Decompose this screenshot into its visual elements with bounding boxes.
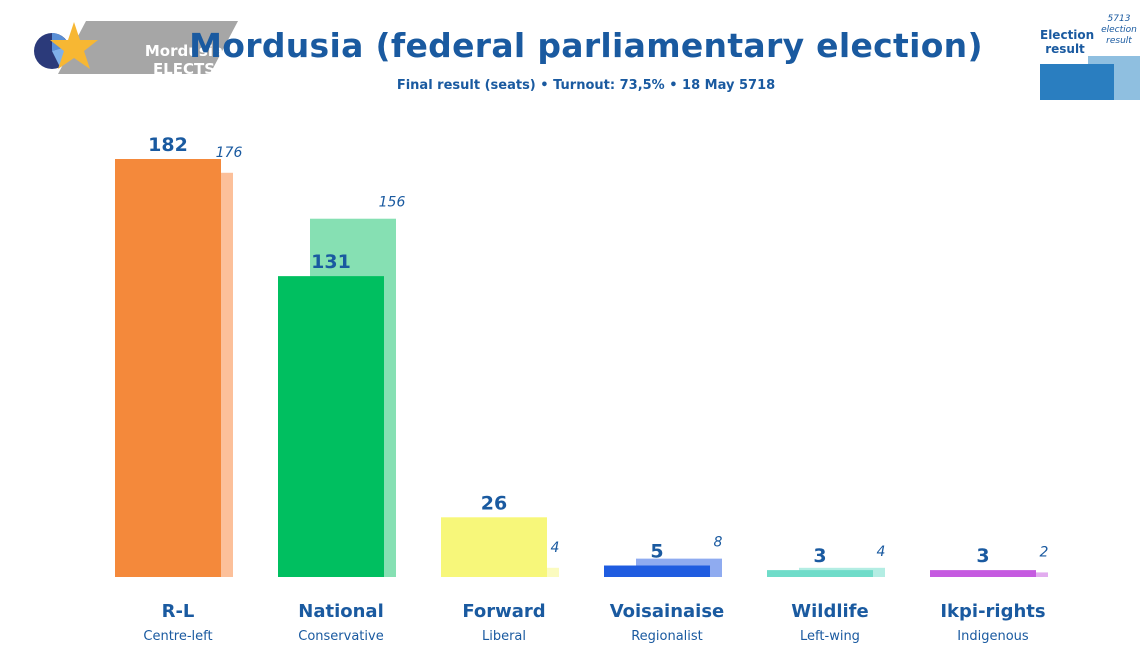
logo-graphic — [34, 21, 238, 74]
value-label-current-2: 26 — [481, 492, 507, 514]
value-label-current-1: 131 — [311, 251, 351, 273]
category-description-1: Conservative — [298, 629, 383, 644]
mordusia-elects-logo: Mordusia ELECTS — [28, 18, 242, 78]
legend-swatch-current — [1040, 64, 1114, 100]
bar-current-3 — [604, 565, 710, 577]
category-description-3: Regionalist — [631, 629, 703, 644]
value-label-current-0: 182 — [148, 134, 188, 156]
value-label-previous-2: 4 — [551, 540, 560, 556]
chart-title: Mordusia (federal parliamentary election… — [189, 26, 983, 65]
bar-current-0 — [115, 159, 221, 577]
category-description-5: Indigenous — [957, 629, 1029, 644]
value-label-previous-0: 176 — [216, 145, 243, 161]
category-description-4: Left-wing — [800, 629, 860, 644]
star-icon — [50, 22, 98, 69]
legend: Election result 5713 election result — [1030, 10, 1148, 106]
legend-label-current: Election result — [1040, 28, 1095, 56]
value-label-current-4: 3 — [813, 545, 826, 567]
category-label-3: Voisainaise — [610, 601, 725, 622]
bar-current-2 — [441, 517, 547, 577]
value-label-current-3: 5 — [650, 541, 663, 563]
bar-current-4 — [767, 570, 873, 577]
category-description-0: Centre-left — [143, 629, 212, 644]
category-description-2: Liberal — [482, 629, 526, 644]
category-label-5: Ikpi-rights — [940, 601, 1045, 622]
value-label-previous-1: 156 — [379, 195, 406, 211]
logo-line2: ELECTS — [152, 60, 216, 78]
value-label-previous-4: 4 — [877, 544, 886, 560]
logo-line1: Mordusia — [144, 42, 224, 60]
bar-current-5 — [930, 570, 1036, 577]
category-label-0: R-L — [162, 601, 195, 622]
chart-subtitle: Final result (seats) • Turnout: 73,5% • … — [396, 78, 776, 93]
legend-label-previous: 5713 election result — [1101, 14, 1137, 46]
logo-banner — [58, 21, 238, 74]
category-label-1: National — [298, 601, 383, 622]
category-label-2: Forward — [462, 601, 545, 622]
logo-text: Mordusia ELECTS — [124, 42, 244, 78]
bar-current-1 — [278, 276, 384, 577]
value-label-previous-5: 2 — [1040, 544, 1049, 560]
value-label-previous-3: 8 — [714, 535, 723, 551]
value-label-current-5: 3 — [976, 545, 989, 567]
category-label-4: Wildlife — [791, 601, 868, 622]
